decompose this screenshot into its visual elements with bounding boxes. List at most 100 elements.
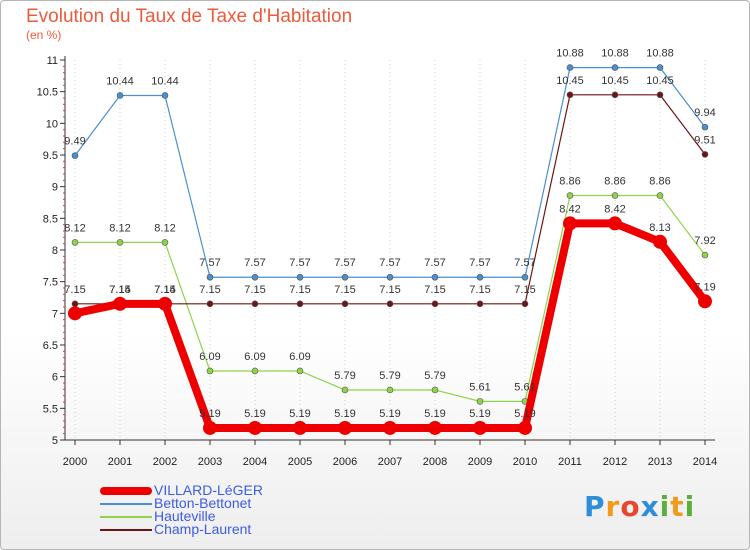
data-label: 7.14: [154, 284, 175, 296]
data-label: 10.44: [106, 75, 134, 87]
data-label: 8.86: [649, 176, 670, 188]
data-point: [248, 420, 262, 435]
y-tick-label: 8.5: [43, 213, 58, 225]
data-point: [71, 300, 79, 308]
data-label: 5.19: [244, 408, 265, 420]
x-tick-label: 2009: [468, 456, 492, 468]
data-point: [203, 420, 217, 435]
data-point: [431, 300, 439, 308]
data-point: [518, 420, 532, 435]
data-point: [251, 367, 259, 375]
x-tick-label: 2006: [333, 456, 357, 468]
data-point: [566, 64, 574, 71]
data-label: 7.15: [154, 284, 175, 296]
data-label: 9.94: [694, 107, 715, 119]
data-label: 10.44: [151, 75, 179, 87]
data-label: 7.15: [469, 284, 490, 296]
data-point: [341, 386, 349, 394]
data-label: 10.45: [601, 75, 629, 87]
data-point: [611, 91, 619, 99]
data-label: 9.49: [64, 136, 85, 148]
legend-label: VILLARD-LéGER: [154, 482, 263, 498]
data-point: [383, 420, 397, 435]
y-tick-label: 5: [52, 435, 58, 447]
chart-title: Evolution du Taux de Taxe d'Habitation: [26, 6, 353, 27]
data-label: 8.86: [559, 176, 580, 188]
y-tick-label: 9.5: [43, 150, 58, 162]
legend-item-villard-leger: VILLARD-LéGER: [100, 482, 263, 498]
data-label: 6.09: [289, 351, 310, 363]
data-point: [71, 152, 79, 159]
x-tick-label: 2012: [603, 456, 627, 468]
data-point: [296, 300, 304, 308]
data-label: 7.57: [334, 257, 355, 269]
data-label: 7.92: [694, 235, 715, 247]
data-point: [293, 420, 307, 435]
data-label: 10.45: [646, 75, 674, 87]
y-tick-label: 10: [46, 118, 58, 130]
data-label: 7.15: [109, 284, 130, 296]
data-point: [341, 300, 349, 308]
data-point: [566, 91, 574, 99]
data-point: [158, 296, 172, 311]
data-label: 6.09: [199, 351, 220, 363]
legend-swatch-hauteville: [100, 516, 152, 519]
x-tick-label: 2001: [108, 456, 132, 468]
data-point: [206, 367, 214, 375]
data-point: [113, 296, 127, 311]
x-tick-label: 2003: [198, 456, 222, 468]
data-point: [431, 273, 439, 281]
data-point: [116, 92, 124, 99]
data-label: 10.88: [646, 48, 674, 60]
data-point: [521, 300, 529, 308]
x-tick-label: 2002: [153, 456, 177, 468]
data-label: 7.15: [334, 284, 355, 296]
x-tick-label: 2007: [378, 456, 402, 468]
data-label: 7.19: [694, 281, 715, 293]
data-point: [521, 273, 529, 281]
x-tick-label: 2000: [63, 456, 87, 468]
legend-label: Hauteville: [154, 508, 216, 524]
data-label: 5.19: [379, 408, 400, 420]
data-point: [161, 92, 169, 99]
data-label: 9.51: [694, 134, 715, 146]
data-label: 7.57: [244, 257, 265, 269]
x-tick-label: 2014: [693, 456, 717, 468]
data-point: [206, 300, 214, 308]
chart-unit: (en %): [26, 28, 62, 42]
legend-label: Champ-Laurent: [154, 521, 252, 537]
data-label: 5.19: [514, 408, 535, 420]
x-tick-label: 2011: [558, 456, 582, 468]
y-tick-label: 8: [52, 245, 58, 257]
data-point: [206, 273, 214, 281]
data-point: [608, 216, 622, 231]
data-label: 5.19: [469, 408, 490, 420]
data-point: [611, 64, 619, 71]
data-point: [701, 151, 709, 158]
data-label: 10.88: [556, 48, 584, 60]
data-point: [476, 398, 484, 405]
data-label: 7.15: [64, 284, 85, 296]
data-label: 7.57: [469, 257, 490, 269]
data-point: [386, 273, 394, 281]
grid: [74, 60, 706, 440]
x-tick-label: 2013: [648, 456, 672, 468]
data-label: 8.42: [604, 203, 625, 215]
legend-item-betton-bettonet: Betton-Bettonet: [100, 496, 263, 510]
data-label: 5.61: [469, 381, 490, 393]
y-tick-label: 5.5: [43, 403, 58, 415]
data-point: [386, 300, 394, 308]
data-label: 7.15: [289, 284, 310, 296]
data-point: [296, 367, 304, 375]
data-point: [428, 420, 442, 435]
data-label: 5.79: [424, 370, 445, 382]
x-tick-label: 2005: [288, 456, 312, 468]
data-label: 7.15: [379, 284, 400, 296]
data-label: 7.14: [109, 284, 130, 296]
y-tick-label: 10.5: [37, 87, 58, 99]
data-point: [611, 192, 619, 199]
data-point: [476, 300, 484, 308]
data-label: 7.57: [514, 257, 535, 269]
data-point: [431, 386, 439, 394]
